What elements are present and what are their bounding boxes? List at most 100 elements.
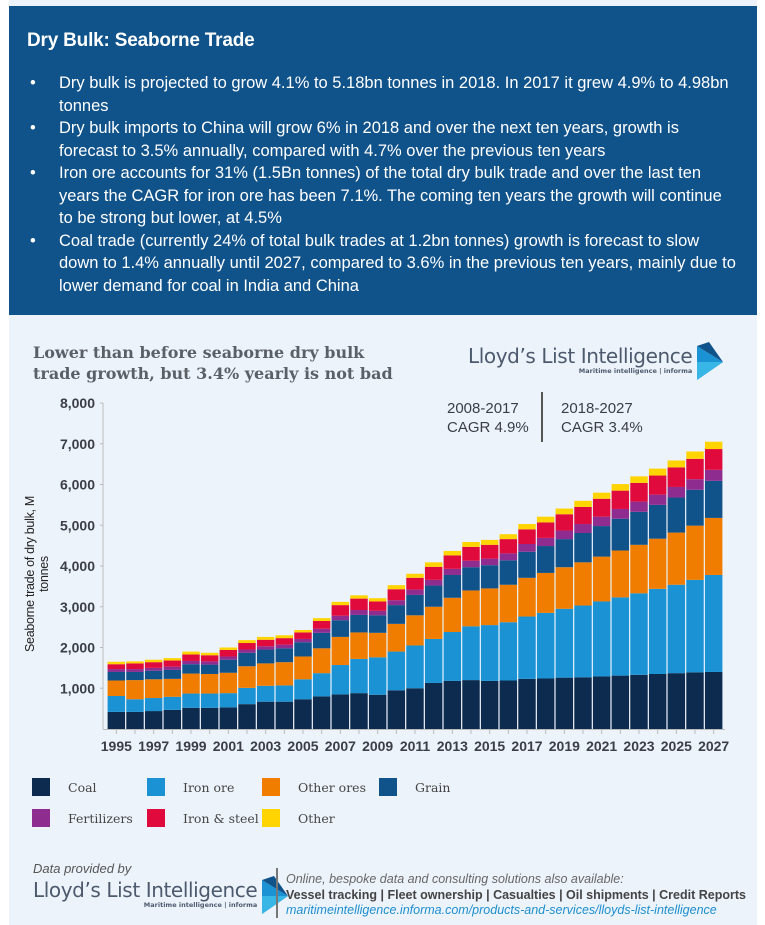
legend-label: Coal (68, 779, 97, 795)
bar-iron-ore-2005 (294, 679, 312, 700)
cagr-left-period: 2008-2017 (447, 400, 519, 417)
bar-iron-ore-2024 (648, 588, 667, 674)
intro-bullet: • Dry bulk imports to China will grow 6% … (27, 117, 739, 162)
bar-stack-2021 (592, 492, 611, 729)
bar-iron-ore-2020 (574, 605, 592, 678)
bar-iron-steel-2023 (630, 482, 648, 502)
x-tick-label: 1995 (101, 738, 132, 754)
legend-swatch (147, 778, 165, 796)
bar-iron-steel-1997 (144, 662, 163, 668)
bar-other-ores-2002 (238, 666, 256, 688)
bar-stack-2015 (480, 539, 499, 729)
bar-iron-steel-2006 (312, 621, 331, 629)
bar-other-2017 (518, 524, 536, 530)
bar-grain-2016 (499, 560, 518, 585)
bar-grain-2014 (462, 567, 480, 591)
bar-fertilizers-1997 (144, 667, 163, 671)
bar-iron-ore-2025 (667, 584, 686, 674)
bar-grain-2024 (648, 504, 667, 539)
bar-fertilizers-2009 (368, 610, 387, 616)
bar-fertilizers-2000 (200, 661, 219, 665)
bar-coal-2025 (667, 673, 686, 729)
bar-iron-steel-2010 (387, 589, 406, 601)
bar-other-1998 (163, 658, 182, 661)
bar-stack-2013 (443, 550, 462, 729)
bar-iron-ore-2023 (630, 593, 648, 675)
bar-grain-2027 (704, 480, 723, 518)
x-tick-label: 2007 (325, 738, 356, 754)
bar-other-2024 (648, 468, 667, 476)
bar-iron-steel-2002 (238, 643, 256, 650)
bar-fertilizers-2017 (518, 543, 536, 552)
cagr-divider (541, 392, 543, 442)
y-tick-label: 3,000 (60, 599, 95, 615)
legend-label: Iron & steel (183, 810, 259, 826)
bar-fertilizers-1996 (126, 669, 144, 672)
bar-fertilizers-2015 (480, 558, 499, 566)
bar-coal-2023 (630, 674, 648, 729)
bar-grain-2022 (611, 518, 630, 551)
services-link[interactable]: maritimeintelligence.informa.com/product… (286, 903, 717, 917)
bar-other-ores-2021 (592, 556, 611, 602)
bar-iron-steel-1999 (182, 654, 200, 661)
bar-coal-2005 (294, 699, 312, 729)
bar-other-ores-1999 (182, 673, 200, 694)
bar-grain-1996 (126, 671, 144, 681)
intro-bullet-list: • Dry bulk is projected to grow 4.1% to 5… (27, 72, 739, 297)
footer-brand-tagline: Maritime intelligence | informa (143, 901, 258, 909)
footer-brand-play-icon (262, 876, 289, 914)
bar-grain-2013 (443, 574, 462, 598)
bar-fertilizers-2025 (667, 486, 686, 498)
bar-iron-ore-2016 (499, 622, 518, 681)
bar-iron-ore-2015 (480, 625, 499, 681)
bar-other-2007 (331, 601, 350, 606)
x-tick-label: 2001 (213, 738, 244, 754)
bar-fertilizers-2008 (350, 610, 368, 615)
bar-other-ores-2014 (462, 590, 480, 627)
bar-fertilizers-2011 (406, 589, 424, 595)
bar-fertilizers-2024 (648, 494, 667, 505)
legend-swatch (262, 778, 280, 796)
cagr-left-value: CAGR 4.9% (447, 419, 529, 436)
bar-grain-2002 (238, 652, 256, 667)
bar-stack-2012 (424, 562, 443, 729)
bar-iron-ore-2007 (331, 665, 350, 695)
legend-label: Grain (415, 779, 451, 795)
bar-other-2025 (667, 460, 686, 468)
bar-other-2021 (592, 492, 611, 499)
stacked-bar-chart: 1,000 2,000 3,000 4,000 5,000 6,000 7,000 8,000… (60, 395, 729, 754)
bar-iron-ore-2027 (704, 574, 723, 672)
bar-other-2009 (368, 598, 387, 602)
bar-fertilizers-2014 (462, 560, 480, 568)
bar-coal-1999 (182, 707, 200, 729)
bar-grain-2012 (424, 585, 443, 607)
bar-iron-ore-2012 (424, 638, 443, 683)
bar-fertilizers-1998 (163, 666, 182, 670)
bar-coal-2015 (480, 680, 499, 729)
bar-coal-2009 (368, 694, 387, 729)
bar-coal-2017 (518, 678, 536, 729)
bar-stack-2001 (219, 647, 238, 729)
bar-stack-2019 (555, 508, 574, 729)
bar-stack-2003 (256, 636, 275, 729)
bar-iron-ore-2002 (238, 687, 256, 705)
bar-fertilizers-2005 (294, 638, 312, 643)
x-tick-label: 2005 (287, 738, 318, 754)
bar-other-2008 (350, 595, 368, 599)
bar-other-1995 (107, 661, 126, 665)
bar-grain-2017 (518, 551, 536, 578)
legend-item: Iron & steel (147, 809, 259, 827)
bar-iron-steel-2001 (219, 649, 238, 657)
bar-other-ores-2016 (499, 584, 518, 623)
bar-iron-ore-2003 (256, 685, 275, 702)
bar-coal-2004 (275, 701, 294, 729)
bar-other-ores-2024 (648, 538, 667, 589)
bar-other-ores-2011 (406, 615, 424, 646)
bar-iron-steel-2025 (667, 467, 686, 487)
bar-other-ores-2018 (536, 572, 555, 613)
bar-coal-2007 (331, 694, 350, 729)
bar-stack-2026 (686, 451, 704, 729)
bar-iron-ore-2004 (275, 685, 294, 702)
legend-label: Fertilizers (68, 810, 133, 826)
bar-coal-2008 (350, 693, 368, 729)
